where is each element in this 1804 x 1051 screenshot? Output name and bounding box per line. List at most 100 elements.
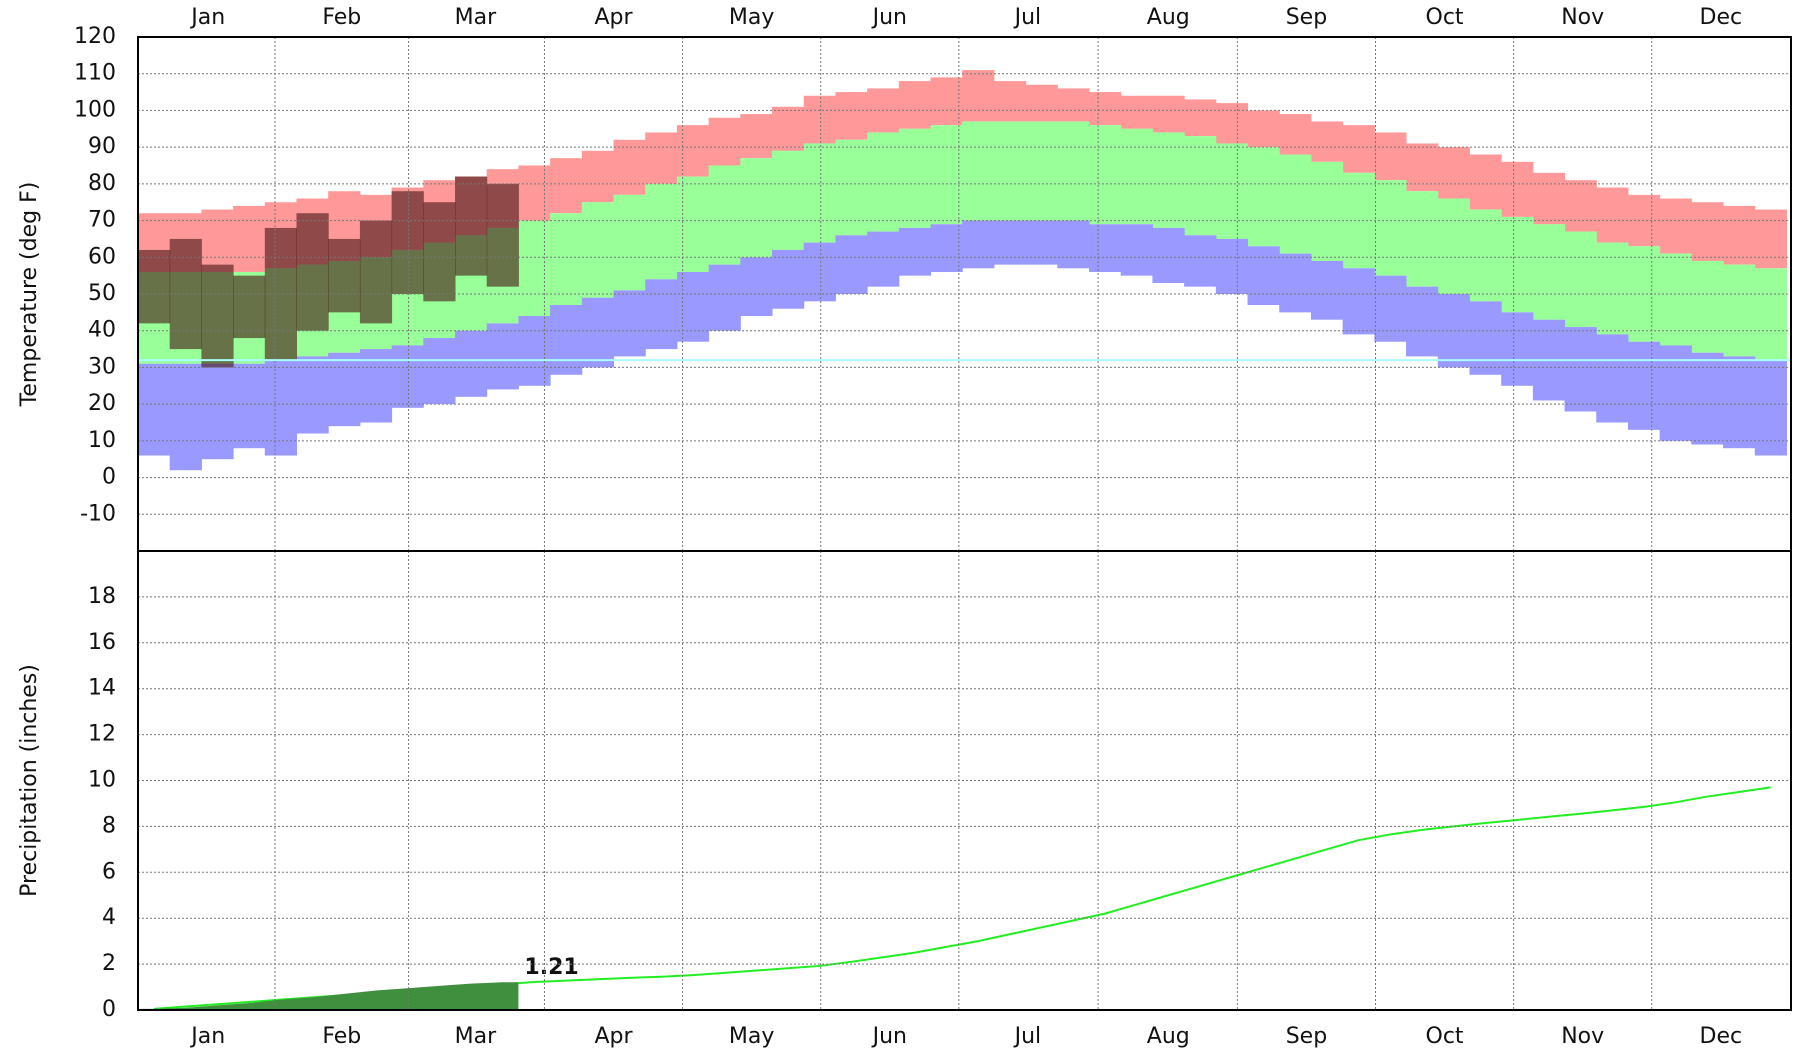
band-bar	[1184, 99, 1217, 137]
observed-bar	[359, 220, 393, 324]
normal-line	[153, 786, 1771, 1010]
y-tick-label: 0	[102, 465, 116, 490]
y-tick-label: 110	[74, 61, 116, 86]
x-tick-label: Feb	[322, 1024, 361, 1049]
band-bar	[1723, 264, 1756, 357]
band-bar	[1691, 202, 1724, 261]
band-bar	[550, 158, 583, 214]
x-tick-label: Oct	[1426, 1024, 1464, 1049]
band-bar	[1501, 312, 1534, 386]
band-bar	[1564, 327, 1597, 412]
band-bar	[1723, 205, 1756, 265]
y-tick-label: 16	[88, 630, 116, 655]
band-bar	[676, 176, 710, 272]
band-bar	[1279, 253, 1312, 313]
band-bar	[867, 231, 900, 287]
band-bar	[1754, 209, 1787, 269]
band-bar	[1247, 110, 1280, 148]
y-axis-title: Precipitation (inches)	[17, 664, 42, 897]
y-tick-label: 6	[102, 859, 116, 884]
band-bar	[169, 363, 202, 471]
value-label: 1.21	[524, 955, 578, 980]
band-bar	[1089, 224, 1122, 272]
y-tick-label: 0	[102, 997, 116, 1022]
band-bar	[740, 158, 773, 258]
x-tick-label: Jun	[871, 1024, 907, 1049]
band-bar	[898, 227, 932, 276]
band-bar	[1596, 187, 1629, 243]
y-tick-label: 50	[88, 281, 116, 306]
y-tick-label: 2	[102, 951, 116, 976]
x-tick-label: Aug	[1147, 1024, 1190, 1049]
band-bar	[1089, 92, 1122, 126]
band-bar	[1152, 227, 1185, 283]
x-tick-label: Mar	[455, 1024, 497, 1049]
band-bar	[581, 297, 615, 368]
band-bar	[359, 349, 393, 423]
band-bar	[708, 165, 741, 265]
band-bar	[803, 95, 836, 144]
band-bar	[138, 363, 171, 456]
x-tick-label: Jan	[189, 5, 225, 30]
band-bar	[1184, 235, 1217, 287]
band-bar	[581, 150, 615, 203]
band-bar	[1120, 128, 1153, 225]
y-tick-label: 60	[88, 244, 116, 269]
band-bar	[1247, 246, 1280, 306]
x-tick-label: Apr	[594, 1024, 633, 1049]
band-bar	[1532, 172, 1566, 225]
band-bar	[772, 106, 805, 151]
band-bar	[1691, 352, 1724, 445]
band-bar	[1215, 143, 1249, 239]
band-bar	[1501, 216, 1534, 313]
y-tick-label: 100	[74, 97, 116, 122]
observed-bar	[328, 238, 361, 313]
band-bar	[772, 249, 805, 309]
band-bar	[233, 205, 266, 272]
band-bar	[676, 271, 710, 342]
y-tick-label: 8	[102, 813, 116, 838]
observed-bar	[486, 183, 519, 287]
observed-bar	[233, 275, 266, 339]
band-bar	[201, 209, 234, 272]
band-bar	[1564, 180, 1597, 232]
y-tick-label: 40	[88, 318, 116, 343]
x-tick-label: Nov	[1561, 5, 1604, 30]
band-bar	[1469, 209, 1502, 302]
band-bar	[1406, 143, 1439, 192]
observed-area	[138, 982, 519, 1010]
band-bar	[233, 363, 266, 449]
band-bar	[867, 132, 900, 232]
band-bar	[1754, 360, 1787, 456]
x-tick-label: Dec	[1700, 1024, 1743, 1049]
band-bar	[835, 235, 868, 294]
band-bar	[1247, 147, 1280, 247]
x-tick-label: May	[729, 5, 774, 30]
band-bar	[518, 316, 551, 386]
band-bar	[898, 128, 932, 228]
band-bar	[835, 92, 868, 140]
band-bar	[740, 114, 773, 159]
band-bar	[803, 143, 836, 243]
band-bar	[772, 150, 805, 250]
band-bar	[201, 363, 234, 460]
band-bar	[1184, 136, 1217, 236]
y-tick-label: 12	[88, 722, 116, 747]
band-bar	[740, 257, 773, 317]
plot-frame	[137, 550, 1792, 1011]
x-tick-label: Dec	[1700, 5, 1743, 30]
x-tick-label: Jun	[871, 5, 907, 30]
band-bar	[518, 220, 551, 317]
band-bar	[962, 220, 995, 269]
band-bar	[708, 117, 741, 166]
y-tick-label: 80	[88, 171, 116, 196]
x-tick-label: Mar	[455, 5, 497, 30]
y-axis-title: Temperature (deg F)	[17, 182, 42, 408]
band-bar	[1152, 132, 1185, 228]
observed-bar	[455, 176, 488, 276]
y-tick-label: 20	[88, 391, 116, 416]
band-bar	[613, 194, 646, 291]
x-tick-label: May	[729, 1024, 774, 1049]
band-bar	[1501, 161, 1534, 217]
y-tick-label: 10	[88, 768, 116, 793]
